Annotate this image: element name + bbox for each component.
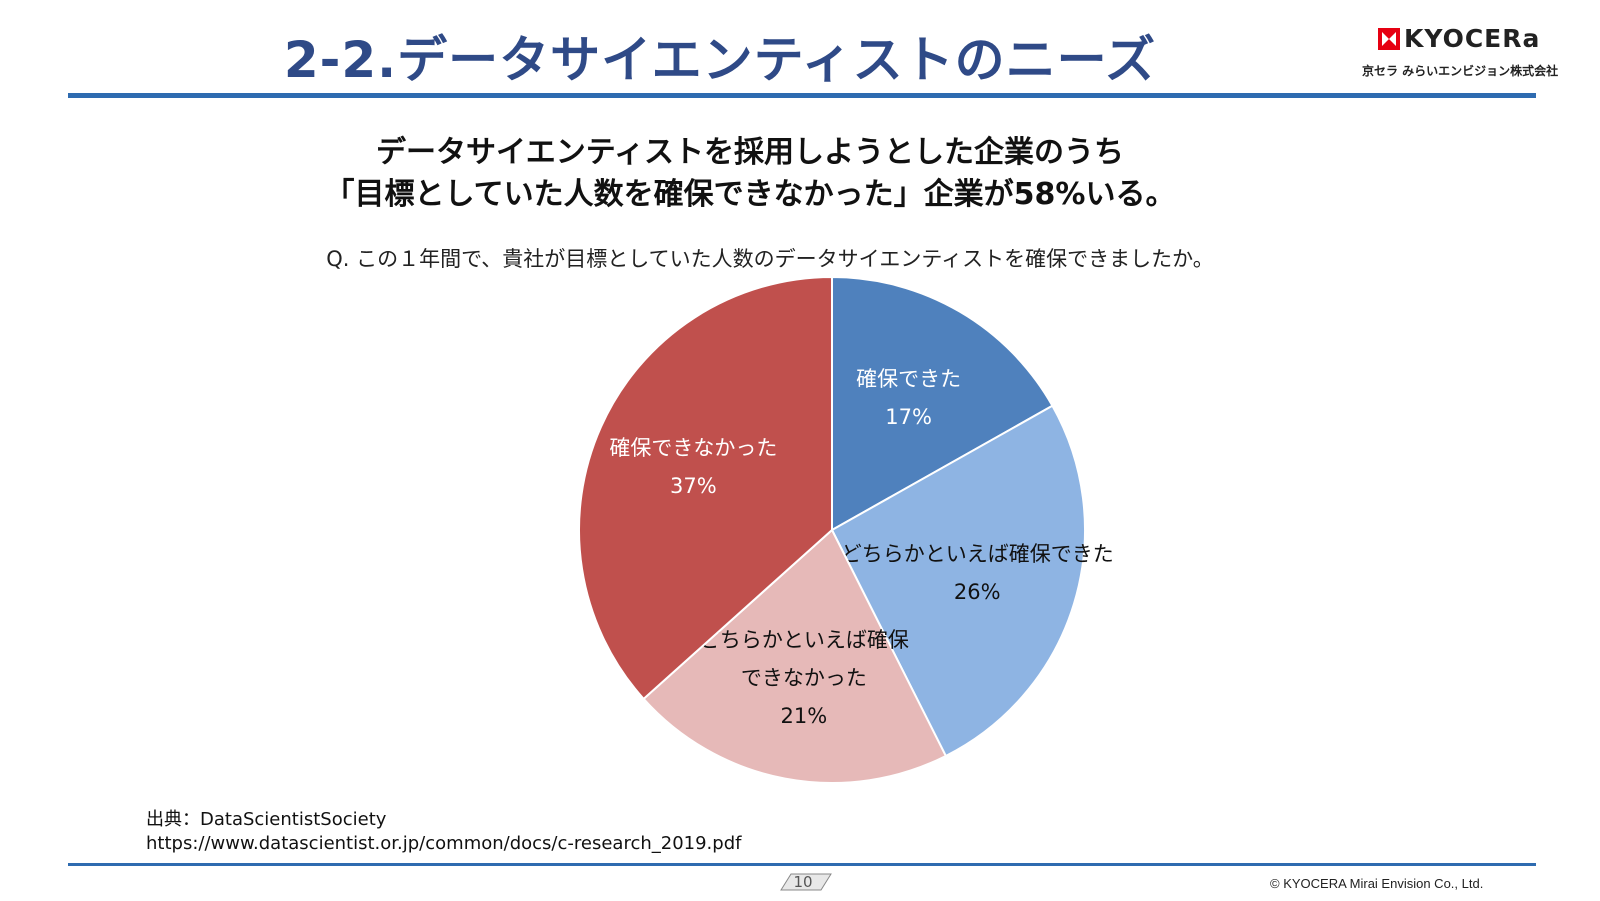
source-line-1: 出典：DataScientistSociety [146, 809, 387, 830]
pie-slice-1 [830, 404, 1086, 758]
survey-question: Q. この１年間で、貴社が目標としていた人数のデータサイエンティストを確保できま… [326, 247, 1214, 271]
page-number-tab-icon [780, 873, 832, 891]
footer-divider [68, 863, 1536, 866]
headline-line-2: 「目標としていた人数を確保できなかった」企業が58%いる。 [324, 177, 1176, 212]
headline: データサイエンティストを採用しようとした企業のうち 「目標としていた人数を確保で… [0, 132, 1500, 216]
kyocera-logo: KYOCERa 京セラ みらいエンビジョン株式会社 [1340, 22, 1558, 82]
slide-title: 2-2.データサイエンティストのニーズ [283, 31, 1157, 89]
page-number-label: 10 [793, 873, 813, 891]
pie-slice-value-label-1: 26% [954, 580, 1001, 604]
pie-slice-value-label-0: 17% [885, 405, 932, 429]
kyocera-logo-icon [1378, 28, 1400, 50]
header-divider [68, 93, 1536, 98]
pie-slice-2 [642, 528, 948, 784]
logo-company-name: 京セラ みらいエンビジョン株式会社 [1362, 64, 1559, 78]
source-citation: 出典：DataScientistSociety https://www.data… [146, 808, 741, 856]
pie-slice-label-1: どちらかといえば確保できた [841, 542, 1114, 566]
pie-slice-3 [578, 275, 833, 701]
pie-slice-label-2: できなかった [741, 666, 867, 690]
pie-slice-value-label-3: 37% [670, 474, 717, 498]
copyright: © KYOCERA Mirai Envision Co., Ltd. [1270, 876, 1484, 891]
pie-slice-value-label-2: 21% [780, 704, 827, 728]
source-url: https://www.datascientist.or.jp/common/d… [146, 833, 742, 854]
pie-slice-label-3: 確保できなかった [609, 436, 777, 460]
pie-slice-label-2: どちらかといえば確保 [699, 628, 909, 652]
pie-slice-0 [831, 275, 1054, 532]
page-number: 10 [773, 873, 833, 891]
headline-line-1: データサイエンティストを採用しようとした企業のうち [376, 135, 1124, 170]
pie-slice-label-0: 確保できた [856, 367, 961, 391]
logo-wordmark: KYOCERa [1404, 24, 1541, 53]
